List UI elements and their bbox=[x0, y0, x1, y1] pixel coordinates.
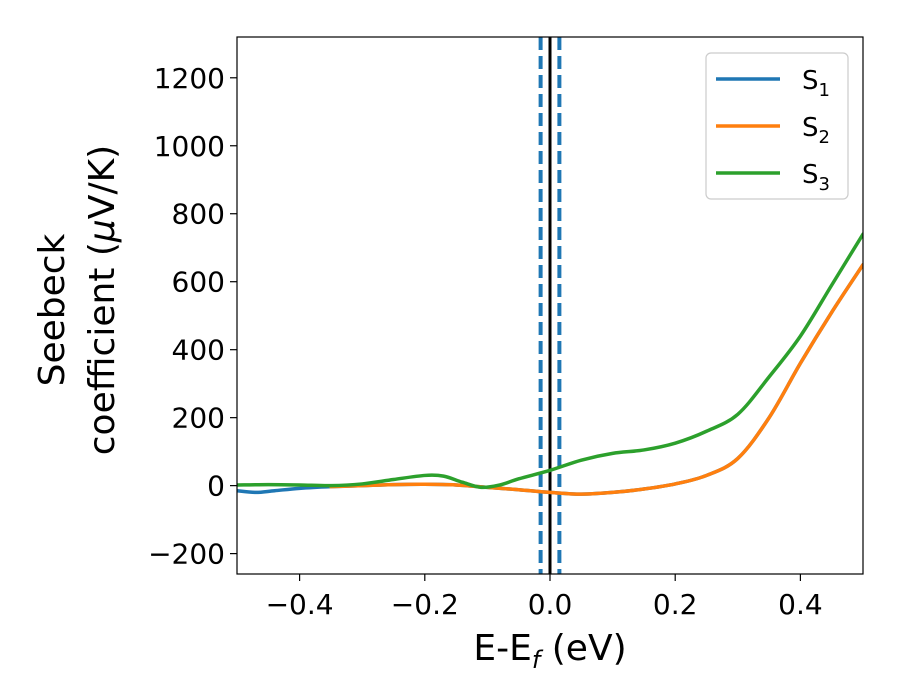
series-line-s3 bbox=[237, 232, 863, 490]
x-tick-label: 0.2 bbox=[653, 588, 698, 621]
series-lines bbox=[237, 232, 863, 496]
legend-label-s1: S1 bbox=[802, 66, 830, 101]
y-axis-title-line2: coefficient (μV/K) bbox=[82, 145, 123, 455]
series-line-s2 bbox=[329, 262, 863, 496]
reference-lines bbox=[538, 37, 562, 574]
y-axis: −200 0 200 400 600 800 1000 1200 bbox=[148, 62, 237, 571]
y-tick-label: 200 bbox=[172, 402, 225, 435]
x-tick-label: 0.4 bbox=[778, 588, 823, 621]
x-tick-label: −0.2 bbox=[391, 588, 459, 621]
x-tick-label: 0.0 bbox=[528, 588, 573, 621]
legend-label-s3: S3 bbox=[802, 160, 830, 195]
y-tick-label: 400 bbox=[172, 334, 225, 367]
y-tick-label: 1200 bbox=[154, 62, 225, 95]
x-axis-title: E-Ef (eV) bbox=[473, 628, 626, 674]
y-tick-label: 1000 bbox=[154, 130, 225, 163]
legend: S1 S2 S3 bbox=[705, 52, 849, 200]
y-tick-label: 0 bbox=[207, 470, 225, 503]
x-axis: −0.4 −0.2 0.0 0.2 0.4 bbox=[266, 574, 823, 621]
y-tick-label: 800 bbox=[172, 198, 225, 231]
legend-label-s2: S2 bbox=[802, 113, 830, 148]
y-tick-label: −200 bbox=[148, 538, 225, 571]
y-axis-title-line1: Seebeck bbox=[32, 233, 73, 386]
x-tick-label: −0.4 bbox=[266, 588, 334, 621]
y-tick-label: 600 bbox=[172, 266, 225, 299]
